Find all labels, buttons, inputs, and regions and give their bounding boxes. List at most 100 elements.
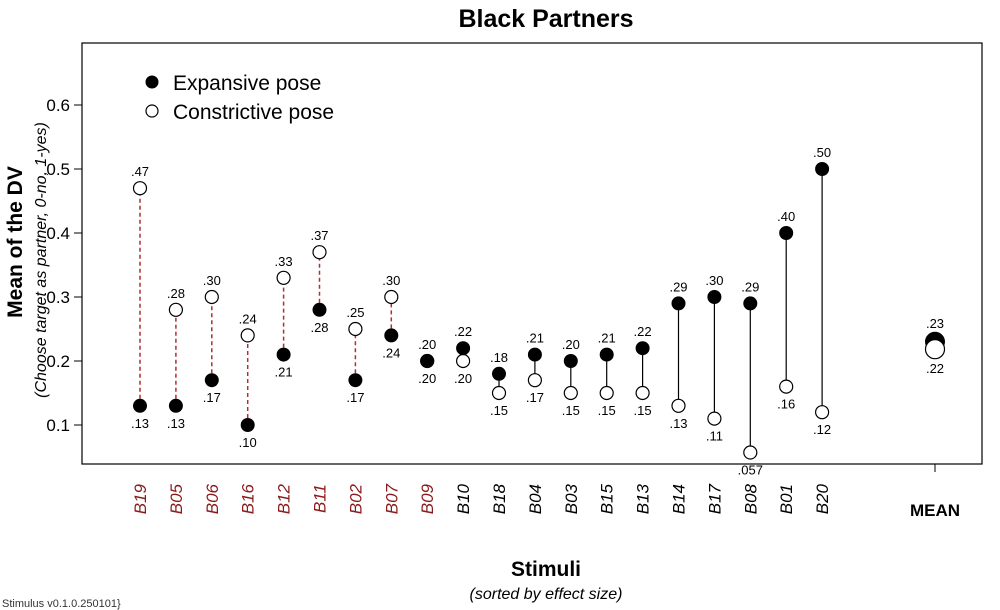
label-expansive-b16: .10	[239, 435, 257, 450]
x-category-b04: B04	[526, 484, 545, 514]
x-category-b08: B08	[741, 483, 760, 514]
point-constrictive-b11	[312, 245, 327, 260]
label-constrictive-b05: .28	[167, 286, 185, 301]
point-expansive-b02	[348, 373, 363, 388]
point-constrictive-b12	[276, 270, 291, 285]
point-expansive-b13	[635, 341, 650, 356]
x-category-b07: B07	[382, 483, 401, 514]
point-constrictive-b07	[384, 289, 399, 305]
label-expansive-b09: .20	[418, 337, 436, 352]
x-category-b20: B20	[813, 483, 832, 514]
point-constrictive-b17	[707, 411, 722, 426]
label-expansive-b20: .50	[813, 145, 831, 160]
label-constrictive-b11: .37	[310, 228, 328, 243]
point-expansive-b19	[133, 398, 147, 413]
mean-group: .23 .22 MEAN	[910, 316, 960, 520]
x-category-b19: B19	[131, 483, 150, 514]
legend-label-constrictive: Constrictive pose	[173, 101, 334, 124]
label-constrictive-b07: .30	[382, 273, 400, 288]
y-tick-label: 0.4	[46, 224, 70, 243]
point-constrictive-b16	[240, 328, 255, 343]
x-category-b11: B11	[311, 484, 330, 513]
point-expansive-b08	[743, 296, 758, 311]
label-expansive-b02: .17	[346, 390, 364, 405]
legend-marker-constrictive	[145, 104, 159, 118]
x-category-mean: MEAN	[910, 501, 960, 520]
point-expansive-b01	[779, 226, 794, 240]
x-axis-categories: B19 B05 B06 B16 B12 B11 B02 B07 B09 B10 B18 B04 B03 B…	[131, 483, 832, 514]
label-constrictive-b14: .13	[669, 416, 687, 431]
point-expansive-b16	[240, 418, 255, 432]
point-constrictive-b13	[635, 385, 650, 401]
label-constrictive-b20: .12	[813, 422, 831, 437]
x-category-b03: B03	[562, 483, 581, 514]
y-axis-label: Mean of the DV	[4, 166, 27, 318]
point-constrictive-b03	[563, 385, 578, 401]
label-constrictive-b09: .20	[418, 371, 436, 386]
point-constrictive-b06	[204, 289, 219, 305]
point-expansive-b18	[492, 366, 506, 381]
x-axis-sublabel: (sorted by effect size)	[470, 586, 623, 603]
point-constrictive-mean	[924, 339, 946, 360]
point-constrictive-b20	[814, 405, 830, 420]
label-expansive-b04: .21	[526, 331, 544, 346]
legend-label-expansive: Expansive pose	[173, 72, 321, 95]
y-tick-label: 0.2	[46, 352, 70, 371]
point-constrictive-b10	[456, 353, 471, 369]
label-constrictive-b16: .24	[239, 311, 257, 326]
point-expansive-b03	[563, 354, 578, 368]
label-constrictive-b15: .15	[598, 403, 616, 418]
point-expansive-b07	[384, 328, 399, 343]
point-expansive-b04	[527, 347, 542, 362]
x-category-b02: B02	[346, 483, 365, 514]
x-category-b14: B14	[670, 484, 689, 514]
label-expansive-b10: .22	[454, 324, 472, 339]
point-expansive-b09	[420, 354, 435, 368]
point-constrictive-b02	[348, 321, 363, 337]
footer-version: Stimulus v0.1.0.250101}	[2, 598, 121, 610]
label-expansive-b07: .24	[382, 345, 400, 360]
y-axis: 0.1 0.2 0.3 0.4 0.5 0.6	[46, 96, 82, 435]
y-tick-label: 0.6	[46, 96, 70, 115]
point-constrictive-b19	[132, 181, 148, 196]
label-expansive-mean: .23	[926, 316, 944, 331]
point-expansive-b17	[707, 290, 722, 304]
label-expansive-b12: .21	[275, 365, 293, 380]
label-expansive-b18: .18	[490, 350, 508, 365]
x-category-b16: B16	[239, 483, 258, 514]
label-expansive-b08: .29	[741, 279, 759, 294]
label-expansive-b14: .29	[669, 279, 687, 294]
point-constrictive-b18	[491, 385, 507, 401]
x-category-b15: B15	[598, 483, 617, 514]
label-constrictive-b13: .15	[634, 403, 652, 418]
y-axis-sublabel: (Choose target as partner, 0-no, 1-yes)	[33, 122, 50, 398]
x-category-b18: B18	[490, 483, 509, 514]
x-category-b13: B13	[634, 483, 653, 514]
y-tick-label: 0.1	[46, 416, 70, 435]
chart-title: Black Partners	[458, 5, 633, 33]
label-expansive-b13: .22	[634, 324, 652, 339]
x-category-b06: B06	[203, 483, 222, 514]
label-expansive-b05: .13	[167, 416, 185, 431]
point-expansive-b11	[312, 302, 327, 317]
y-tick-label: 0.5	[46, 160, 70, 179]
point-constrictive-b04	[527, 373, 543, 388]
label-expansive-b03: .20	[562, 337, 580, 352]
point-constrictive-b15	[599, 385, 614, 401]
label-constrictive-b19: .47	[131, 164, 149, 179]
label-constrictive-b18: .15	[490, 403, 508, 418]
label-expansive-b06: .17	[203, 390, 221, 405]
point-constrictive-b01	[779, 379, 794, 394]
label-constrictive-b06: .30	[203, 273, 221, 288]
plot-frame	[81, 42, 983, 465]
label-constrictive-b01: .16	[777, 397, 795, 412]
label-constrictive-mean: .22	[926, 361, 944, 376]
label-constrictive-b03: .15	[562, 403, 580, 418]
label-constrictive-b02: .25	[346, 305, 364, 320]
legend-marker-expansive	[145, 75, 159, 89]
point-expansive-b10	[456, 341, 471, 356]
label-expansive-b15: .21	[598, 331, 616, 346]
point-constrictive-b08	[743, 445, 758, 460]
label-constrictive-b04: .17	[526, 390, 544, 405]
